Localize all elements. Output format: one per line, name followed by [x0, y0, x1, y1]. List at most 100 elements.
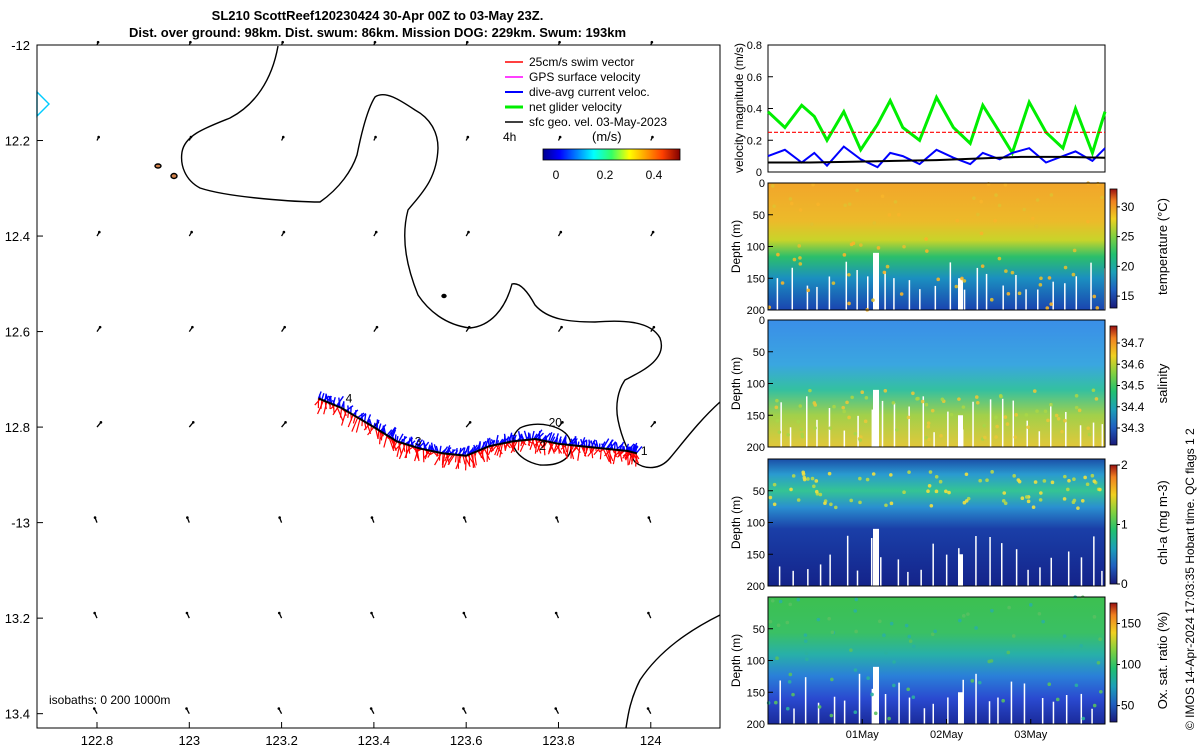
map-x-tick-label: 123.4 — [358, 733, 391, 748]
section-point — [770, 598, 775, 603]
data-gap — [989, 536, 991, 586]
section-point — [1092, 703, 1097, 708]
geo-velocity-arrowhead — [555, 516, 558, 519]
section-point — [893, 200, 898, 204]
geo-velocity-arrowhead — [191, 421, 195, 424]
current-vector — [512, 434, 517, 442]
section-point — [788, 197, 793, 201]
current-vector — [609, 441, 614, 450]
geo-velocity-arrowhead — [468, 421, 472, 424]
swim-vector — [465, 455, 467, 471]
swim-vector — [363, 423, 370, 431]
section-point — [1014, 413, 1018, 417]
section-y-tick-label: 200 — [747, 581, 765, 593]
section-point — [960, 276, 964, 281]
section-point — [814, 479, 819, 483]
data-gap — [988, 701, 991, 724]
data-gap — [919, 289, 921, 310]
swim-vector — [355, 418, 361, 433]
swim-vector — [490, 444, 498, 453]
section-point — [911, 391, 915, 396]
data-gap — [958, 692, 963, 724]
section-point — [1022, 207, 1027, 212]
section-ylabel: Depth (m) — [729, 357, 743, 410]
current-vector — [439, 445, 442, 453]
data-gap — [870, 538, 873, 586]
current-vector — [495, 434, 499, 445]
section-cbar-label: salinity — [1155, 363, 1170, 403]
section-point — [1024, 495, 1029, 499]
data-gap — [997, 697, 999, 724]
section-y-tick-label: 50 — [753, 210, 765, 222]
section-point — [1098, 487, 1102, 492]
section-point — [1080, 498, 1085, 503]
section-point — [1085, 482, 1090, 487]
data-gap — [1079, 425, 1082, 447]
data-gap — [816, 419, 818, 447]
section-point — [831, 281, 836, 285]
section-point — [774, 405, 779, 410]
swim-vector — [341, 410, 347, 426]
section-point — [1091, 388, 1096, 393]
section-point — [884, 503, 888, 508]
data-gap — [884, 271, 886, 310]
section-point — [993, 218, 997, 223]
geo-velocity-arrowhead — [374, 135, 377, 139]
section-point — [954, 284, 959, 289]
track-day-label: 3 — [415, 434, 422, 448]
current-vector — [547, 432, 553, 442]
section-point — [818, 492, 823, 497]
section-point — [873, 711, 878, 716]
geo-velocity-arrowhead — [467, 325, 471, 329]
salinity-section: 0 50 100 150 200 Depth (m) 34.3 34.4 34.5 34.6 34.… — [729, 315, 1170, 454]
data-gap — [819, 564, 822, 586]
section-point — [974, 395, 979, 399]
section-point — [1096, 660, 1101, 665]
swim-vector — [628, 451, 633, 465]
section-point — [829, 713, 834, 718]
swim-vector — [554, 443, 561, 453]
section-point — [785, 620, 790, 625]
current-vector — [462, 447, 466, 456]
section-point — [780, 281, 785, 285]
section-point — [926, 424, 931, 429]
section-point — [887, 716, 891, 721]
section-point — [854, 597, 859, 602]
legend-gps: GPS surface velocity — [529, 70, 640, 84]
section-point — [796, 597, 801, 602]
current-vector — [386, 429, 393, 436]
section-colorbar — [1109, 464, 1118, 585]
section-point — [1026, 499, 1031, 504]
section-point — [1054, 413, 1059, 418]
section-point — [961, 405, 966, 409]
data-gap — [1026, 420, 1028, 447]
current-vector — [488, 437, 492, 446]
geo-velocity-arrowhead — [651, 135, 654, 139]
section-point — [1010, 270, 1015, 275]
colorbar-tick-label: 34.5 — [1121, 379, 1145, 393]
geo-velocity-arrowhead — [646, 707, 650, 710]
section-point — [787, 680, 792, 684]
colorbar-label: (m/s) — [592, 129, 622, 144]
swim-vector — [347, 414, 354, 428]
section-point — [843, 203, 847, 208]
section-point — [1079, 643, 1084, 648]
current-vector — [388, 426, 396, 437]
colorbar-tick-label: 15 — [1121, 289, 1135, 303]
swim-vector — [612, 449, 617, 465]
section-y-tick-label: 150 — [747, 410, 765, 422]
section-point — [768, 495, 773, 500]
geo-velocity-arrowhead — [98, 230, 101, 234]
section-cbar-label: Ox. sat. ratio (%) — [1155, 612, 1170, 710]
section-point — [997, 256, 1002, 261]
current-vector — [618, 441, 625, 451]
geo-velocity-arrowhead — [558, 40, 561, 44]
data-gap — [1039, 567, 1041, 586]
credit-text: © IMOS 14-Apr-2024 17:03:35 Hobart time.… — [1183, 428, 1197, 730]
section-point — [1002, 491, 1007, 495]
current-vector — [329, 395, 333, 405]
current-vector — [529, 433, 532, 440]
section-y-tick-label: 100 — [747, 518, 765, 530]
map-x-tick-label: 123 — [178, 733, 200, 748]
section-point — [804, 651, 809, 655]
